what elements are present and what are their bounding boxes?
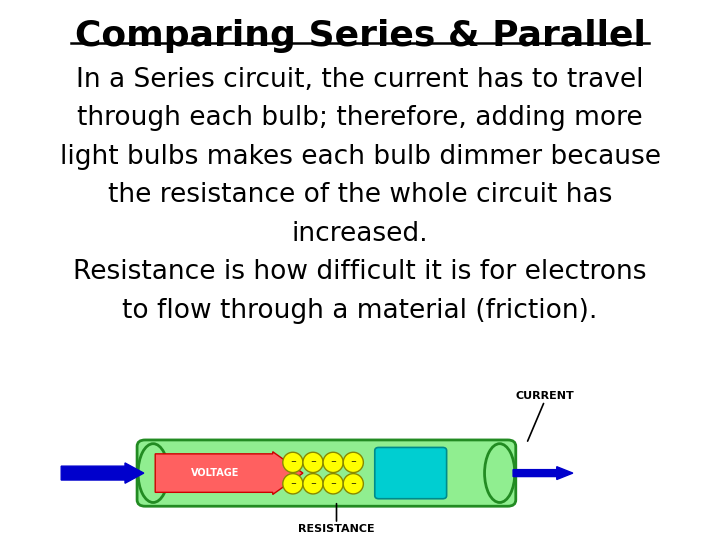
Text: −: −: [330, 481, 336, 487]
FancyArrow shape: [513, 467, 573, 480]
Text: −: −: [310, 481, 316, 487]
FancyBboxPatch shape: [137, 440, 516, 506]
Text: to flow through a material (friction).: to flow through a material (friction).: [122, 298, 598, 324]
Text: −: −: [290, 481, 296, 487]
Text: −: −: [290, 460, 296, 465]
Ellipse shape: [343, 474, 364, 494]
Text: Comparing Series & Parallel: Comparing Series & Parallel: [75, 19, 645, 53]
Text: VOLTAGE: VOLTAGE: [192, 468, 240, 478]
Ellipse shape: [343, 452, 364, 472]
Ellipse shape: [323, 452, 343, 472]
Ellipse shape: [323, 474, 343, 494]
Ellipse shape: [303, 474, 323, 494]
Text: −: −: [351, 481, 356, 487]
FancyBboxPatch shape: [375, 448, 446, 499]
Text: −: −: [330, 460, 336, 465]
Text: increased.: increased.: [292, 221, 428, 247]
Text: In a Series circuit, the current has to travel: In a Series circuit, the current has to …: [76, 67, 644, 93]
Ellipse shape: [485, 444, 515, 503]
Text: CURRENT: CURRENT: [516, 391, 574, 401]
Text: −: −: [310, 460, 316, 465]
Text: the resistance of the whole circuit has: the resistance of the whole circuit has: [108, 183, 612, 208]
Text: −: −: [351, 460, 356, 465]
Text: light bulbs makes each bulb dimmer because: light bulbs makes each bulb dimmer becau…: [60, 144, 660, 170]
Ellipse shape: [283, 474, 303, 494]
FancyArrow shape: [156, 452, 303, 495]
Ellipse shape: [303, 452, 323, 472]
Text: RESISTANCE: RESISTANCE: [298, 524, 375, 534]
Text: Resistance is how difficult it is for electrons: Resistance is how difficult it is for el…: [73, 259, 647, 285]
FancyArrow shape: [61, 463, 144, 483]
Ellipse shape: [283, 452, 303, 472]
Text: through each bulb; therefore, adding more: through each bulb; therefore, adding mor…: [77, 105, 643, 131]
Ellipse shape: [138, 444, 168, 503]
